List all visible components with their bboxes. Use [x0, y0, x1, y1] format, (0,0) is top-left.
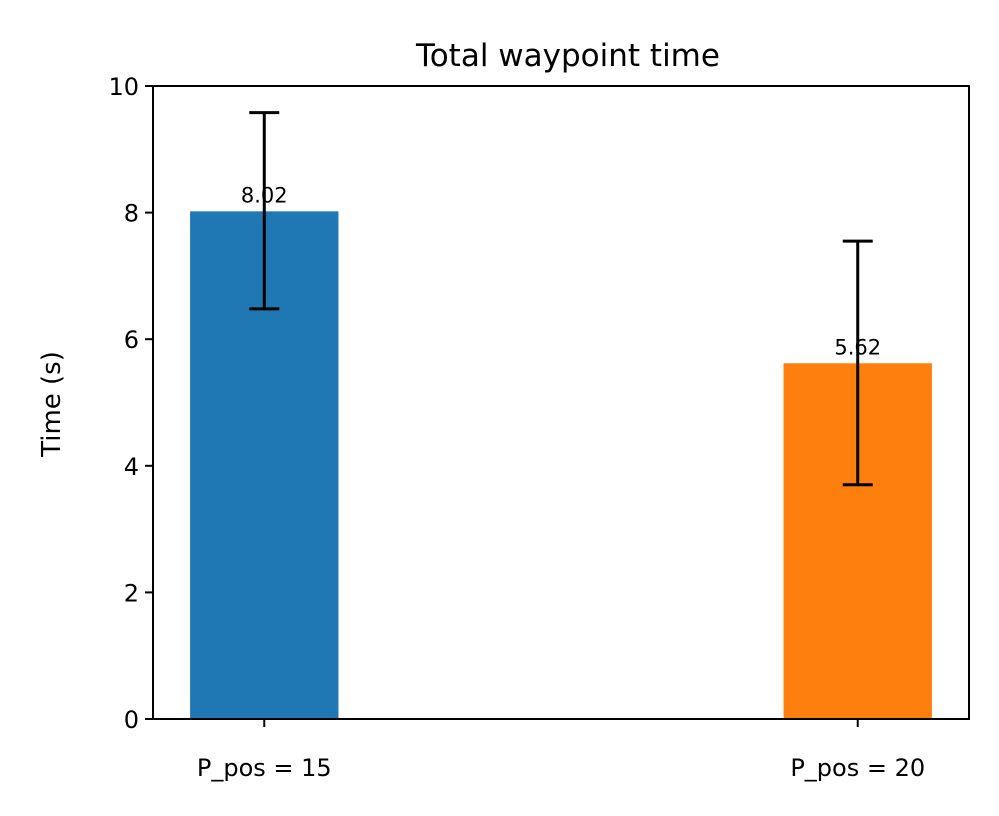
plot-area: 02468108.02P_pos = 155.62P_pos = 20: [108, 73, 932, 782]
chart-title: Total waypoint time: [415, 38, 720, 74]
y-tick-label: 6: [124, 326, 139, 354]
y-tick-label: 0: [124, 706, 139, 734]
y-axis-label: Time (s): [37, 351, 67, 458]
x-tick-label: P_pos = 20: [790, 754, 925, 782]
y-tick-label: 8: [124, 200, 139, 228]
x-tick-label: P_pos = 15: [197, 754, 332, 782]
y-tick-label: 4: [124, 453, 139, 481]
y-tick-label: 10: [108, 73, 139, 101]
plot-frame: [152, 85, 970, 720]
y-tick-label: 2: [124, 579, 139, 607]
